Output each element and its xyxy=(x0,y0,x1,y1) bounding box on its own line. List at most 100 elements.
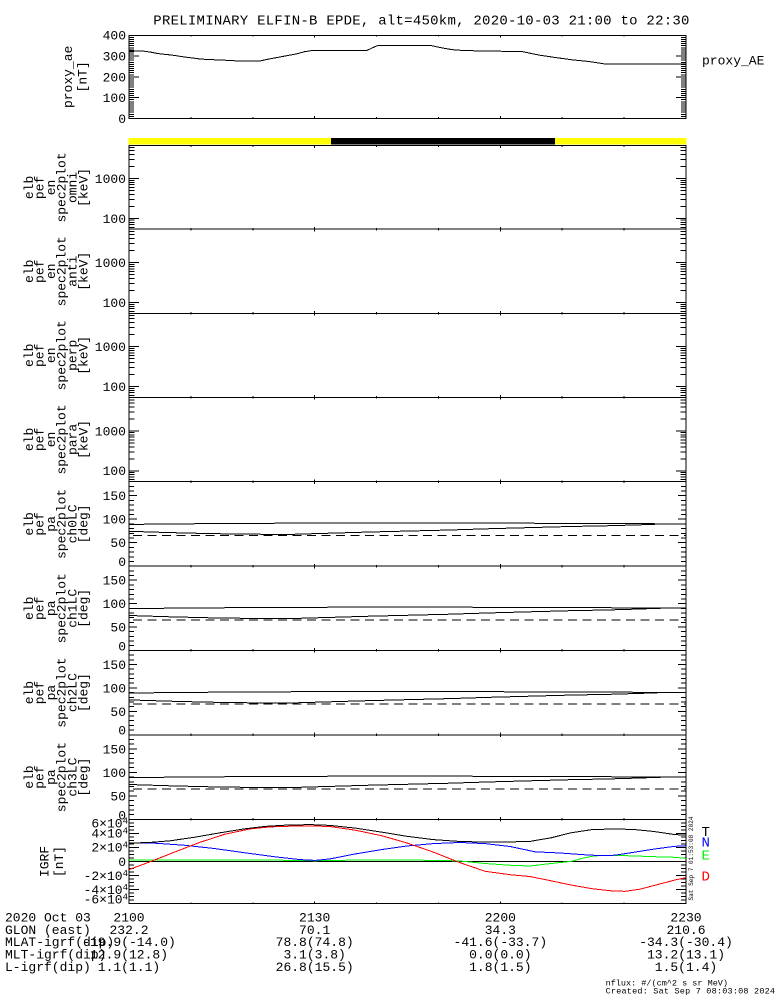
svg-text:[keV]: [keV] xyxy=(76,336,91,375)
svg-text:150: 150 xyxy=(103,489,126,504)
svg-text:pa: pa xyxy=(44,685,59,701)
svg-text:0: 0 xyxy=(118,639,126,654)
svg-text:en: en xyxy=(44,180,59,196)
svg-text:0: 0 xyxy=(118,855,126,870)
svg-text:200: 200 xyxy=(103,70,126,85)
svg-text:1.1(1.1): 1.1(1.1) xyxy=(98,960,160,975)
svg-text:100: 100 xyxy=(103,380,126,395)
svg-text:anti: anti xyxy=(65,255,80,286)
svg-text:pef: pef xyxy=(32,512,47,535)
svg-text:2×104: 2×104 xyxy=(91,841,128,856)
svg-text:0: 0 xyxy=(118,112,126,127)
svg-text:elb: elb xyxy=(22,344,37,367)
svg-text:ch3LC: ch3LC xyxy=(65,757,80,796)
svg-text:100: 100 xyxy=(103,766,126,781)
svg-text:pef: pef xyxy=(32,176,47,199)
svg-text:78.8(74.8): 78.8(74.8) xyxy=(276,935,354,950)
svg-text:12.9(12.8): 12.9(12.8) xyxy=(90,948,168,963)
svg-text:[deg]: [deg] xyxy=(76,589,91,628)
svg-text:L-igrf(dip): L-igrf(dip) xyxy=(5,960,91,975)
svg-text:pef: pef xyxy=(32,260,47,283)
svg-text:pef: pef xyxy=(32,428,47,451)
svg-text:pa: pa xyxy=(44,516,59,532)
svg-text:[deg]: [deg] xyxy=(76,673,91,712)
svg-text:Sat Sep 7 01:53:08 2024: Sat Sep 7 01:53:08 2024 xyxy=(688,816,695,900)
svg-text:1.8(1.5): 1.8(1.5) xyxy=(469,960,531,975)
svg-text:100: 100 xyxy=(103,296,126,311)
svg-text:50: 50 xyxy=(110,620,126,635)
svg-text:D: D xyxy=(702,870,710,886)
svg-text:ch0LC: ch0LC xyxy=(65,504,80,543)
svg-text:1000: 1000 xyxy=(95,172,126,187)
svg-text:IGRF: IGRF xyxy=(37,846,52,877)
svg-text:-41.6(-33.7): -41.6(-33.7) xyxy=(454,935,548,950)
svg-text:0: 0 xyxy=(118,724,126,739)
svg-text:-34.3(-30.4): -34.3(-30.4) xyxy=(639,935,733,950)
svg-text:pa: pa xyxy=(44,769,59,785)
svg-text:26.8(15.5): 26.8(15.5) xyxy=(276,960,354,975)
svg-text:spec2plot: spec2plot xyxy=(54,573,69,643)
svg-text:spec2plot: spec2plot xyxy=(54,236,69,306)
svg-text:1000: 1000 xyxy=(95,340,126,355)
svg-text:300: 300 xyxy=(103,49,126,64)
svg-text:34.3: 34.3 xyxy=(485,923,516,938)
svg-text:-4×104: -4×104 xyxy=(84,883,128,898)
svg-text:[deg]: [deg] xyxy=(76,504,91,543)
svg-text:pef: pef xyxy=(32,597,47,620)
svg-text:1000: 1000 xyxy=(95,424,126,439)
svg-text:1.5(1.4): 1.5(1.4) xyxy=(655,960,717,975)
svg-text:-2×104: -2×104 xyxy=(84,869,128,884)
svg-text:100: 100 xyxy=(103,513,126,528)
svg-text:spec2plot: spec2plot xyxy=(54,404,69,474)
svg-text:[keV]: [keV] xyxy=(76,252,91,291)
svg-text:E: E xyxy=(702,849,710,865)
svg-text:en: en xyxy=(44,263,59,279)
svg-text:[deg]: [deg] xyxy=(76,758,91,797)
svg-text:100: 100 xyxy=(103,681,126,696)
svg-text:elb: elb xyxy=(22,176,37,199)
svg-text:spec2plot: spec2plot xyxy=(54,320,69,390)
svg-text:0: 0 xyxy=(118,555,126,570)
svg-text:70.1: 70.1 xyxy=(299,923,330,938)
svg-text:spec2plot: spec2plot xyxy=(54,742,69,812)
svg-text:MLT-igrf(dip): MLT-igrf(dip) xyxy=(5,948,106,963)
svg-text:en: en xyxy=(44,347,59,363)
svg-text:150: 150 xyxy=(103,742,126,757)
svg-text:50: 50 xyxy=(110,789,126,804)
svg-text:[nT]: [nT] xyxy=(75,61,90,92)
svg-text:150: 150 xyxy=(103,658,126,673)
svg-text:elb: elb xyxy=(22,260,37,283)
svg-text:150: 150 xyxy=(103,574,126,589)
svg-text:omni: omni xyxy=(65,172,80,203)
svg-text:elb: elb xyxy=(22,681,37,704)
svg-text:2130: 2130 xyxy=(299,910,330,925)
svg-text:elb: elb xyxy=(22,765,37,788)
svg-text:[keV]: [keV] xyxy=(76,420,91,459)
svg-text:ch1LC: ch1LC xyxy=(65,589,80,628)
svg-text:pef: pef xyxy=(32,765,47,788)
svg-text:232.2: 232.2 xyxy=(109,923,148,938)
svg-text:MLAT-igrf(dip): MLAT-igrf(dip) xyxy=(5,935,114,950)
svg-text:spec2plot: spec2plot xyxy=(54,152,69,222)
svg-text:2200: 2200 xyxy=(485,910,516,925)
svg-text:100: 100 xyxy=(103,464,126,479)
svg-text:100: 100 xyxy=(103,212,126,227)
svg-text:0.0(0.0): 0.0(0.0) xyxy=(469,948,531,963)
svg-text:elb: elb xyxy=(22,597,37,620)
svg-text:elb: elb xyxy=(22,428,37,451)
svg-text:50: 50 xyxy=(110,536,126,551)
svg-text:2230: 2230 xyxy=(670,910,701,925)
svg-text:proxy_ae: proxy_ae xyxy=(61,46,76,108)
svg-text:2100: 2100 xyxy=(113,910,144,925)
svg-text:elb: elb xyxy=(22,512,37,535)
svg-text:210.6: 210.6 xyxy=(666,923,705,938)
svg-text:0: 0 xyxy=(118,808,126,823)
svg-text:pef: pef xyxy=(32,681,47,704)
svg-text:nflux: #/(cm^2 s sr MeV): nflux: #/(cm^2 s sr MeV) xyxy=(606,978,728,988)
svg-text:GLON (east): GLON (east) xyxy=(5,923,91,938)
svg-text:-19.9(-14.0): -19.9(-14.0) xyxy=(82,935,176,950)
svg-text:400: 400 xyxy=(103,29,126,44)
svg-text:proxy_AE: proxy_AE xyxy=(702,54,765,69)
svg-text:spec2plot: spec2plot xyxy=(54,657,69,727)
svg-text:para: para xyxy=(65,424,80,455)
